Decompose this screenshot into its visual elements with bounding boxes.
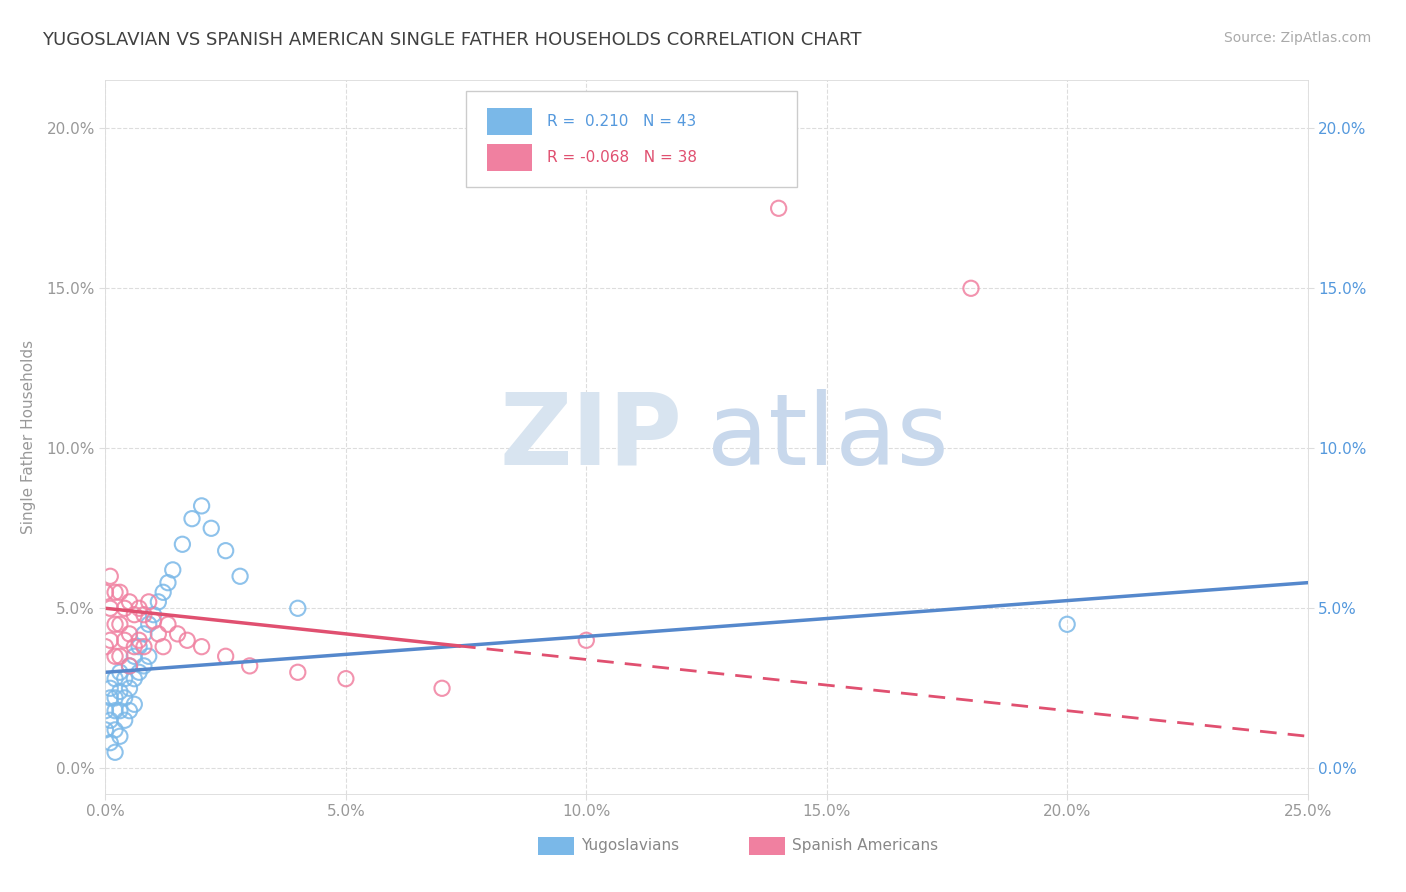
Point: [118, 627, 141, 641]
Point: [156, 617, 179, 632]
Point: [229, 569, 252, 583]
Point: [181, 511, 204, 525]
Point: [132, 607, 155, 622]
Point: [124, 649, 146, 664]
Point: [108, 704, 131, 718]
Point: [114, 713, 136, 727]
Point: [104, 617, 127, 632]
Point: [94, 704, 117, 718]
Point: [98, 569, 121, 583]
Point: [132, 640, 155, 654]
Point: [166, 627, 188, 641]
Point: [118, 704, 141, 718]
Point: [124, 672, 146, 686]
Point: [132, 627, 155, 641]
Point: [108, 649, 131, 664]
Point: [128, 633, 150, 648]
Text: Yugoslavians: Yugoslavians: [582, 838, 679, 854]
Point: [200, 521, 222, 535]
Point: [94, 640, 117, 654]
Text: YUGOSLAVIAN VS SPANISH AMERICAN SINGLE FATHER HOUSEHOLDS CORRELATION CHART: YUGOSLAVIAN VS SPANISH AMERICAN SINGLE F…: [42, 31, 862, 49]
Point: [104, 672, 127, 686]
Point: [768, 201, 790, 215]
Point: [108, 684, 131, 698]
Point: [214, 649, 236, 664]
Point: [118, 595, 141, 609]
Point: [114, 672, 136, 686]
Point: [104, 649, 127, 664]
Point: [108, 665, 131, 680]
Point: [239, 659, 262, 673]
Point: [118, 659, 141, 673]
Point: [138, 595, 160, 609]
FancyBboxPatch shape: [538, 837, 574, 855]
Point: [190, 499, 212, 513]
Point: [132, 659, 155, 673]
Point: [114, 633, 136, 648]
Point: [1056, 617, 1078, 632]
Point: [118, 659, 141, 673]
Point: [152, 640, 174, 654]
Point: [287, 601, 309, 615]
Point: [104, 704, 127, 718]
Point: [98, 736, 121, 750]
Point: [98, 681, 121, 696]
Point: [108, 585, 131, 599]
Text: R =  0.210   N = 43: R = 0.210 N = 43: [547, 114, 696, 129]
Point: [98, 633, 121, 648]
Point: [94, 723, 117, 737]
Point: [152, 585, 174, 599]
Point: [172, 537, 194, 551]
Point: [98, 690, 121, 705]
FancyBboxPatch shape: [486, 108, 533, 136]
Point: [128, 640, 150, 654]
Point: [124, 698, 146, 712]
Point: [138, 617, 160, 632]
Text: Source: ZipAtlas.com: Source: ZipAtlas.com: [1223, 31, 1371, 45]
Point: [124, 607, 146, 622]
Point: [128, 601, 150, 615]
Text: ZIP: ZIP: [499, 389, 682, 485]
FancyBboxPatch shape: [465, 91, 797, 187]
Point: [108, 617, 131, 632]
Point: [108, 729, 131, 743]
Point: [124, 640, 146, 654]
Point: [104, 723, 127, 737]
Point: [148, 595, 170, 609]
Point: [190, 640, 212, 654]
Point: [104, 585, 127, 599]
Text: Spanish Americans: Spanish Americans: [792, 838, 938, 854]
Point: [430, 681, 453, 696]
Point: [176, 633, 198, 648]
Point: [287, 665, 309, 680]
Point: [138, 649, 160, 664]
Point: [575, 633, 598, 648]
FancyBboxPatch shape: [748, 837, 785, 855]
Point: [94, 585, 117, 599]
FancyBboxPatch shape: [486, 144, 533, 171]
Point: [128, 665, 150, 680]
Point: [142, 614, 165, 628]
Point: [114, 690, 136, 705]
Point: [148, 627, 170, 641]
Point: [142, 607, 165, 622]
Y-axis label: Single Father Households: Single Father Households: [21, 340, 35, 534]
Point: [960, 281, 983, 295]
Point: [214, 543, 236, 558]
Point: [104, 745, 127, 759]
Point: [104, 690, 127, 705]
Point: [335, 672, 357, 686]
Point: [118, 681, 141, 696]
Point: [98, 713, 121, 727]
Text: atlas: atlas: [707, 389, 948, 485]
Point: [114, 601, 136, 615]
Point: [162, 563, 184, 577]
Point: [98, 601, 121, 615]
Text: R = -0.068   N = 38: R = -0.068 N = 38: [547, 150, 696, 165]
Point: [156, 575, 179, 590]
